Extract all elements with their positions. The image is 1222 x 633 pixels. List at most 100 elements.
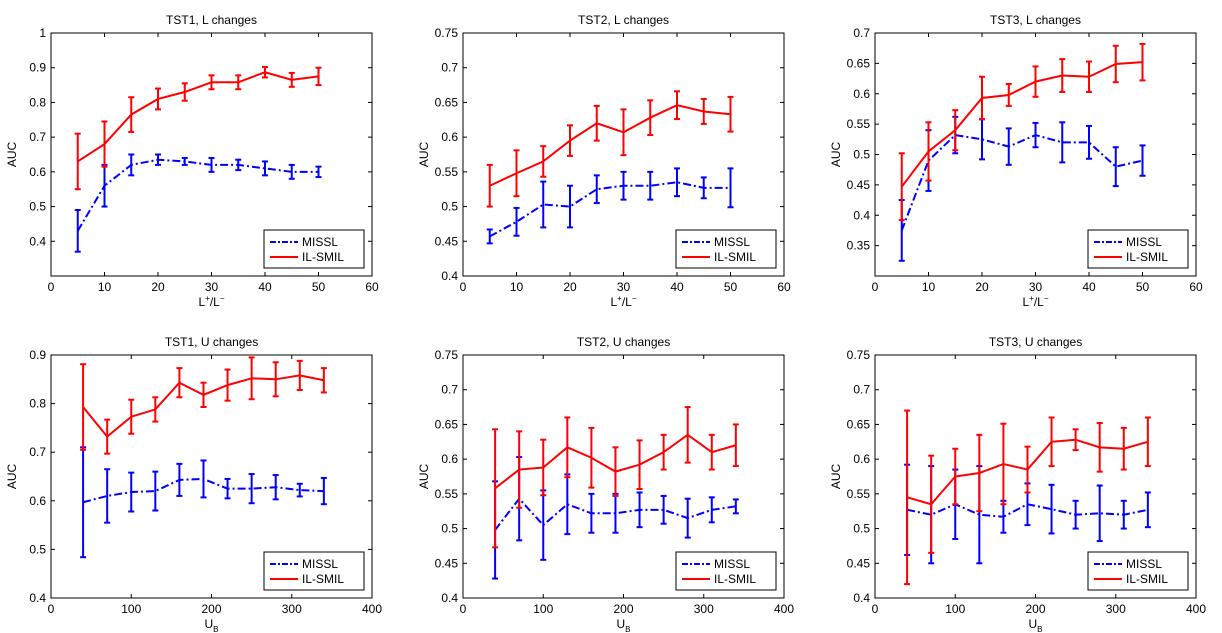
y-tick-label: 0.9 (29, 61, 46, 75)
y-tick-label: 0.45 (435, 234, 459, 248)
x-label-part: /L (210, 295, 220, 309)
legend-label: MISSL (714, 557, 750, 571)
series-il-smil (486, 90, 734, 208)
legend-box (675, 551, 777, 591)
legend-label: MISSL (302, 235, 338, 249)
y-tick-label: 0.35 (847, 239, 871, 253)
x-label-part: L (198, 295, 205, 309)
y-tick-label: 0.5 (29, 200, 46, 214)
y-tick-label: 0.4 (29, 234, 46, 248)
y-tick-label: 0.6 (441, 130, 458, 144)
y-axis-label: AUC (829, 142, 843, 168)
y-tick-label: 0.8 (29, 95, 46, 109)
y-tick-label: 0.7 (853, 26, 870, 40)
series-missl (486, 167, 734, 245)
x-tick-label: 300 (694, 602, 714, 616)
x-tick-label: 0 (460, 280, 467, 294)
series-line (900, 61, 1143, 188)
y-tick-label: 0.45 (847, 556, 871, 570)
series-line (77, 71, 319, 163)
x-axis-label: L+/L− (198, 294, 224, 309)
x-label-sup: − (1044, 294, 1049, 303)
x-tick-label: 50 (724, 280, 738, 294)
x-label-part: U (1028, 617, 1037, 631)
legend-label: IL-SMIL (302, 572, 344, 586)
legend-label: MISSL (1126, 557, 1162, 571)
y-tick-label: 0.7 (29, 130, 46, 144)
x-label-sub: B (1037, 625, 1042, 633)
x-axis-label: UB (1028, 617, 1042, 633)
y-tick-label: 0.65 (847, 56, 871, 70)
series-missl (74, 153, 322, 253)
y-tick-label: 0.4 (441, 591, 458, 605)
y-tick-label: 0.6 (853, 87, 870, 101)
y-tick-label: 0.4 (853, 208, 870, 222)
y-tick-label: 0.5 (853, 148, 870, 162)
series-il-smil (74, 66, 322, 191)
x-tick-label: 40 (670, 280, 684, 294)
legend-label: MISSL (714, 235, 750, 249)
x-tick-label: 200 (201, 602, 221, 616)
y-tick-label: 0.65 (435, 417, 459, 431)
chart-title: TST3, L changes (990, 13, 1081, 27)
x-label-part: /L (622, 295, 632, 309)
chart-panel-3: TST3, L changes 0.35 0.4 0.45 0.5 0.55 0.6 0.65… (829, 13, 1203, 309)
legend-label: IL-SMIL (714, 250, 756, 264)
y-axis-label: AUC (417, 464, 431, 490)
legend-label: IL-SMIL (1126, 250, 1168, 264)
x-label-part: L (1022, 295, 1029, 309)
x-tick-label: 30 (205, 280, 219, 294)
x-label-sup: − (632, 294, 637, 303)
y-tick-label: 0.6 (29, 165, 46, 179)
y-tick-label: 0.9 (29, 348, 46, 362)
legend-box (1087, 229, 1189, 269)
x-tick-label: 0 (460, 602, 467, 616)
y-tick-label: 0.5 (441, 522, 458, 536)
x-tick-label: 300 (1106, 602, 1126, 616)
y-tick-label: 0.65 (435, 95, 459, 109)
legend-box (263, 551, 365, 591)
series-missl (898, 115, 1146, 262)
legend-box (675, 229, 777, 269)
y-tick-label: 0.75 (435, 348, 459, 362)
series-line (76, 158, 319, 232)
x-axis-label: L+/L− (610, 294, 636, 309)
y-tick-label: 0.4 (853, 591, 870, 605)
x-tick-label: 100 (533, 602, 553, 616)
x-tick-label: 200 (613, 602, 633, 616)
x-tick-label: 300 (282, 602, 302, 616)
y-axis-label: AUC (829, 464, 843, 490)
y-tick-label: 0.7 (441, 61, 458, 75)
y-tick-label: 0.4 (441, 269, 458, 283)
series-line (489, 181, 731, 238)
y-tick-label: 0.6 (441, 452, 458, 466)
chart-title: TST1, U changes (165, 335, 258, 349)
x-label-sub: B (213, 625, 218, 633)
y-axis-label: AUC (5, 464, 19, 490)
legend-label: IL-SMIL (302, 250, 344, 264)
y-tick-label: 0.75 (435, 26, 459, 40)
y-tick-label: 0.5 (441, 200, 458, 214)
x-tick-label: 60 (777, 280, 791, 294)
x-tick-label: 40 (1082, 280, 1096, 294)
series-missl (80, 446, 327, 559)
x-tick-label: 10 (922, 280, 936, 294)
x-tick-label: 20 (151, 280, 165, 294)
legend-label: MISSL (302, 557, 338, 571)
y-tick-label: 0.55 (847, 117, 871, 131)
x-axis-label: L+/L− (1022, 294, 1048, 309)
chart-panel-4: TST1, U changes 0.4 0.5 0.6 0.7 0.8 0.9 0 100 200… (5, 335, 382, 633)
chart-title: TST1, L changes (166, 13, 257, 27)
y-tick-label: 0.7 (29, 445, 46, 459)
x-tick-label: 50 (1136, 280, 1150, 294)
legend-label: MISSL (1126, 235, 1162, 249)
y-tick-label: 1 (39, 26, 46, 40)
series-il-smil (904, 409, 1151, 586)
legend-label: IL-SMIL (714, 572, 756, 586)
x-label-part: U (204, 617, 213, 631)
